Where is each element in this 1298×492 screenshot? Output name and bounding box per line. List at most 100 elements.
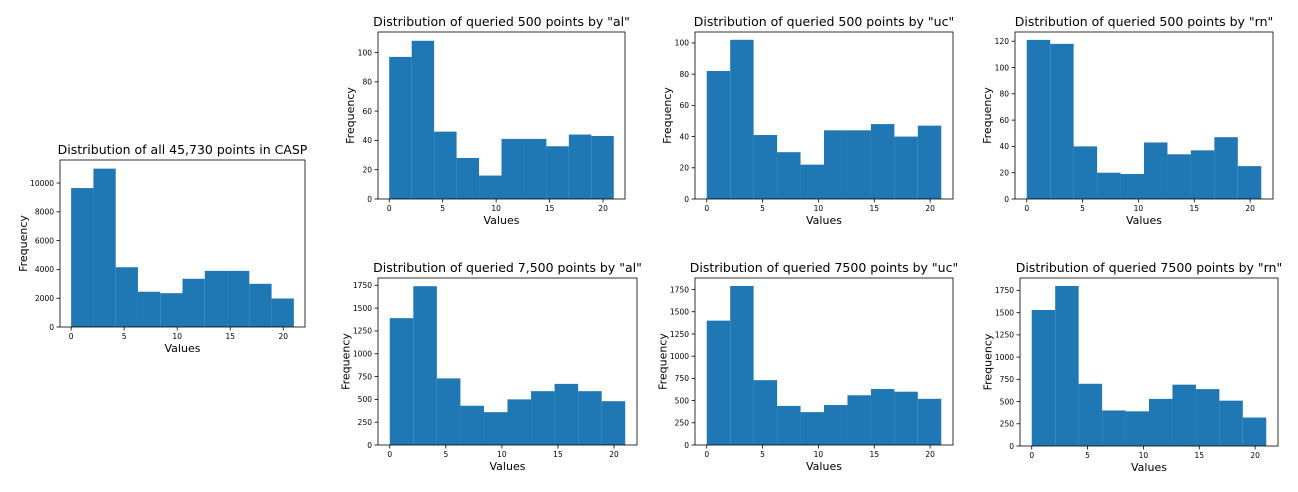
y-axis-label: Frequency	[340, 333, 353, 390]
axes-frame	[694, 31, 954, 200]
x-axis-label: Values	[484, 214, 520, 227]
x-axis-label: Values	[1131, 461, 1167, 474]
y-tick-label: 0	[684, 441, 689, 450]
x-axis-label: Values	[165, 342, 201, 355]
y-tick-label: 80	[999, 90, 1009, 99]
histogram-bar	[1055, 286, 1079, 446]
y-tick-label: 4000	[35, 265, 54, 274]
histogram-bar	[1120, 174, 1144, 199]
histogram-bar	[1242, 417, 1267, 446]
y-tick-label: 500	[675, 396, 690, 405]
y-tick-label: 1250	[670, 330, 689, 339]
histogram-bar	[1144, 142, 1168, 199]
histogram-bar	[568, 134, 592, 199]
histogram-bar	[753, 380, 778, 445]
y-tick-label: 250	[358, 418, 373, 427]
histogram-bar	[824, 405, 848, 445]
y-tick-label: 1000	[670, 352, 689, 361]
chart-title: Distribution of queried 500 points by "u…	[694, 14, 954, 29]
y-tick-label: 1500	[670, 308, 689, 317]
y-tick-label: 0	[1009, 442, 1014, 451]
y-tick-label: 100	[358, 48, 373, 57]
histogram-bar	[917, 125, 942, 199]
histogram-bar	[460, 405, 484, 445]
histogram-bar	[870, 124, 895, 199]
histogram-bar	[777, 152, 801, 199]
x-tick-label: 20	[1245, 204, 1255, 213]
histogram-bar	[706, 71, 731, 199]
histogram-bar	[1073, 146, 1098, 199]
y-tick-label: 250	[675, 419, 690, 428]
y-axis-label: Frequency	[344, 87, 357, 144]
y-tick-label: 1500	[995, 308, 1014, 317]
y-tick-label: 1750	[995, 286, 1014, 295]
histogram-bar	[1219, 400, 1243, 446]
histogram-bar	[389, 318, 414, 445]
y-axis-label: Frequency	[982, 333, 995, 390]
x-tick-label: 0	[387, 204, 392, 213]
chart-title: Distribution of queried 7500 points by "…	[690, 260, 958, 275]
y-tick-label: 1000	[995, 353, 1014, 362]
histogram-bar	[730, 285, 754, 445]
y-tick-label: 1000	[353, 350, 372, 359]
histogram-bar	[434, 131, 457, 199]
histogram-bar	[531, 391, 555, 445]
bars	[1026, 39, 1262, 200]
histogram-bar	[1237, 166, 1262, 199]
histogram-bar	[137, 291, 161, 327]
x-tick-label: 15	[545, 204, 555, 213]
y-tick-label: 1500	[353, 304, 372, 313]
histogram-bar	[501, 138, 524, 199]
y-tick-label: 10000	[30, 179, 54, 188]
x-tick-label: 15	[553, 450, 563, 459]
y-tick-label: 20	[999, 169, 1009, 178]
histogram-bar	[1026, 39, 1051, 199]
x-tick-label: 10	[172, 332, 182, 341]
histogram-bar	[591, 136, 614, 199]
y-tick-label: 40	[999, 142, 1009, 151]
x-tick-label: 5	[760, 204, 765, 213]
y-tick-label: 20	[679, 164, 689, 173]
x-axis-label: Values	[490, 460, 526, 473]
x-tick-label: 5	[1085, 451, 1090, 460]
x-tick-label: 20	[925, 204, 935, 213]
histogram-bar	[730, 39, 754, 199]
axes-frame	[1014, 31, 1274, 200]
y-tick-label: 500	[1000, 397, 1015, 406]
y-tick-label: 60	[679, 101, 689, 110]
x-tick-label: 20	[1250, 451, 1260, 460]
histogram-bar	[1078, 383, 1103, 446]
histogram-bar	[507, 399, 532, 445]
y-tick-label: 20	[362, 166, 372, 175]
x-tick-label: 5	[122, 332, 127, 341]
bars	[706, 39, 942, 199]
histogram-bar	[227, 270, 250, 327]
chart-title: Distribution of queried 7,500 points by …	[373, 260, 642, 275]
x-tick-label: 15	[869, 204, 879, 213]
histogram-bar	[554, 383, 579, 445]
y-tick-label: 0	[684, 195, 689, 204]
histogram-bar	[578, 391, 602, 445]
histogram-bar	[847, 395, 871, 445]
x-tick-label: 10	[814, 204, 824, 213]
histogram-bar	[706, 320, 731, 445]
y-tick-label: 750	[1000, 375, 1015, 384]
chart-title: Distribution of queried 7500 points by "…	[1016, 260, 1282, 275]
y-tick-label: 6000	[35, 236, 54, 245]
x-tick-label: 15	[225, 332, 235, 341]
histogram-bar	[777, 405, 801, 445]
chart-title: Distribution of queried 500 points by "r…	[1015, 14, 1274, 29]
histogram-bar	[1172, 384, 1196, 446]
axes-frame	[1019, 277, 1279, 447]
histogram-bar	[71, 188, 94, 327]
histogram-bar	[1214, 137, 1238, 199]
histogram-bar	[389, 56, 412, 200]
histogram-bar	[411, 40, 435, 199]
histogram-bar	[1167, 154, 1191, 199]
chart-title: Distribution of all 45,730 points in CAS…	[58, 142, 308, 157]
histogram-bar	[1097, 172, 1121, 199]
y-tick-label: 100	[995, 63, 1010, 72]
